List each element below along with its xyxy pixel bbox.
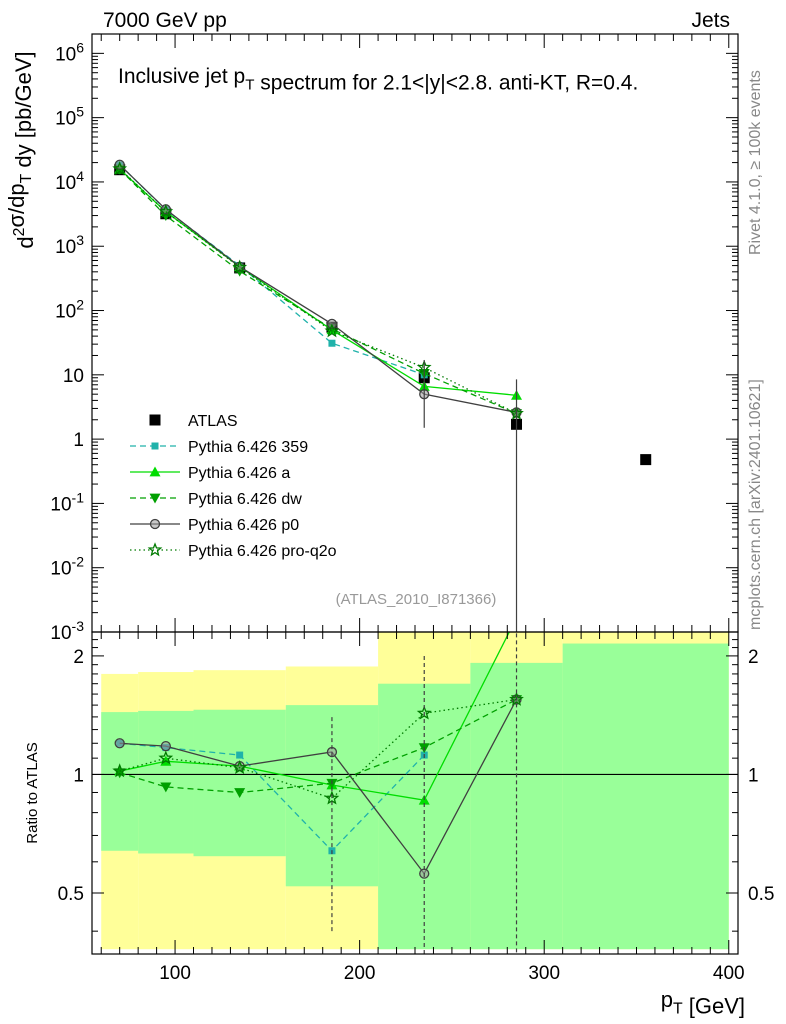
y-tick-label: 10-2: [50, 554, 84, 580]
ratio-point: [160, 740, 171, 752]
ratio-tick-label-right: 0.5: [748, 884, 774, 905]
series-line: [119, 164, 425, 376]
y-tick-label: 1: [73, 430, 84, 451]
header-right: Jets: [691, 9, 730, 32]
ratio-line: [119, 698, 517, 800]
uncertainty-band-green: [193, 709, 286, 857]
uncertainty-band-green: [138, 710, 194, 854]
legend-label: Pythia 6.426 dw: [188, 491, 302, 508]
legend-marker: [149, 414, 161, 426]
y-tick-label: 105: [55, 104, 84, 130]
header-left: 7000 GeV pp: [103, 9, 227, 32]
x-tick-label: 100: [159, 963, 191, 984]
data-point: [640, 454, 652, 466]
legend-marker: [149, 493, 161, 504]
uncertainty-band-green: [101, 712, 139, 851]
x-tick-label: 400: [713, 963, 745, 984]
ratio-point: [234, 788, 246, 798]
ratio-y-axis-label: Ratio to ATLAS: [24, 742, 41, 843]
ratio-point: [114, 738, 125, 749]
ratio-tick-label-right: 1: [748, 765, 759, 786]
series-line: [119, 168, 517, 415]
legend-marker: [151, 442, 159, 450]
analysis-watermark: (ATLAS_2010_I871366): [336, 591, 497, 608]
data-point: [324, 323, 340, 338]
ratio-line: [119, 699, 518, 875]
uncertainty-band-green: [562, 643, 729, 950]
ratio-point: [509, 691, 524, 706]
y-tick-label: 10-1: [50, 489, 84, 515]
series-line: [119, 164, 517, 414]
y-tick-label: 106: [55, 39, 84, 65]
x-axis-label: pT [GeV]: [661, 987, 745, 1019]
legend-label: ATLAS: [188, 413, 238, 430]
legend-marker: [149, 466, 161, 477]
y-tick-label: 10-3: [50, 618, 84, 644]
series-line: [119, 168, 517, 415]
ratio-point: [324, 790, 340, 805]
ratio-point: [112, 763, 128, 778]
data-point: [158, 203, 174, 218]
ratio-point: [236, 751, 244, 759]
data-point: [112, 160, 128, 176]
ratio-tick-label-right: 2: [748, 647, 759, 668]
x-tick-label: 300: [528, 963, 560, 984]
ratio-point: [160, 782, 172, 793]
y-tick-label: 104: [55, 168, 84, 194]
y-tick-label: 10: [63, 366, 84, 387]
ratio-line: [119, 632, 510, 801]
data-point: [328, 339, 336, 347]
legend-label: Pythia 6.426 a: [188, 465, 290, 482]
data-point: [232, 259, 248, 274]
legend-marker: [149, 518, 161, 530]
y-tick-label: 103: [55, 232, 84, 258]
y-axis-label: d2σ/dpT dy [pb/GeV]: [4, 51, 38, 248]
chart-title: Inclusive jet pT spectrum for 2.1<|y|<2.…: [118, 65, 638, 94]
ratio-tick-label: 1: [73, 765, 84, 786]
series-line: [119, 168, 517, 396]
ratio-tick-label: 2: [73, 647, 84, 668]
y-tick-label: 102: [55, 297, 84, 323]
x-tick-label: 200: [344, 963, 376, 984]
ratio-point: [158, 750, 174, 765]
ratio-point: [232, 759, 248, 775]
ratio-tick-label: 0.5: [58, 884, 84, 905]
legend-label: Pythia 6.426 pro-q2o: [188, 543, 337, 560]
legend-marker: [147, 542, 163, 557]
legend-label: Pythia 6.426 359: [188, 439, 308, 456]
legend-label: Pythia 6.426 p0: [188, 517, 299, 534]
ratio-line: [119, 698, 517, 794]
